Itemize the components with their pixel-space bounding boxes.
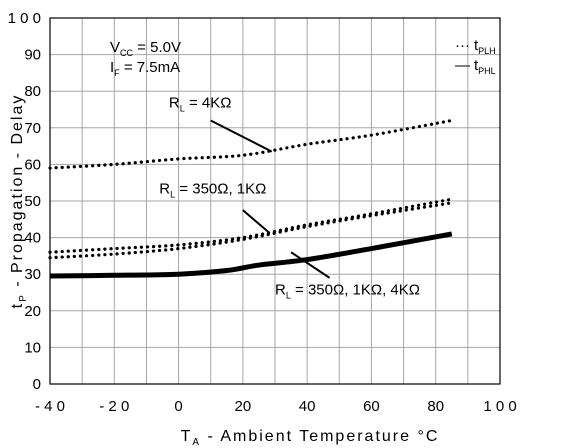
y-tick-label: 50 xyxy=(24,193,41,210)
series-annotation-label: RL = 350Ω, 1KΩ xyxy=(159,181,266,200)
legend: ··· tPLH— tPHL xyxy=(455,37,496,76)
tplh-series-line xyxy=(48,197,454,254)
annotation-leader-line xyxy=(210,119,273,153)
y-tick-label: 20 xyxy=(24,303,41,320)
annotation-leader-line xyxy=(242,209,270,233)
condition-label: IF = 7.5mA xyxy=(110,59,180,78)
y-tick-label: 90 xyxy=(24,47,41,64)
x-axis-label: TA - Ambient Temperature °C xyxy=(181,428,440,448)
plot-frame xyxy=(49,17,501,385)
x-tick-label: 80 xyxy=(427,398,444,415)
y-tick-label: 70 xyxy=(24,120,41,137)
x-tick-label: - 4 0 xyxy=(35,398,65,415)
series-annotation-label: RL = 4KΩ xyxy=(169,95,232,114)
legend-label: tPHL xyxy=(474,57,496,76)
x-tick-label: 0 xyxy=(174,398,182,415)
tick-labels: - 4 0 - 2 0 0 20 40 60 80 1 0 0 0 10 20 30 40 50 60 70 8… xyxy=(8,10,517,415)
x-tick-label: 60 xyxy=(363,398,380,415)
condition-label: VCC = 5.0V xyxy=(110,39,181,58)
y-tick-label: 80 xyxy=(24,83,41,100)
grid-lines xyxy=(50,18,500,384)
x-tick-label: 40 xyxy=(299,398,316,415)
legend-symbol: ··· xyxy=(455,37,470,54)
annotation-leader-line xyxy=(290,251,331,279)
y-tick-label: 0 xyxy=(33,376,41,393)
x-tick-label: 20 xyxy=(235,398,252,415)
series-annotation-label: RL = 350Ω, 1KΩ, 4KΩ xyxy=(275,281,420,300)
tphl-series-line xyxy=(49,231,453,279)
y-tick-label: 10 xyxy=(24,339,41,356)
tplh-series-line xyxy=(48,118,454,170)
y-tick-label: 60 xyxy=(24,156,41,173)
y-tick-label: 40 xyxy=(24,230,41,247)
y-tick-label: 1 0 0 xyxy=(8,10,41,27)
data-series xyxy=(48,118,454,279)
x-tick-label: 1 0 0 xyxy=(483,398,516,415)
y-axis-label: tP - Propagation - Delay xyxy=(9,94,29,309)
legend-label: tPLH xyxy=(474,37,496,56)
tplh-series-line xyxy=(48,201,454,260)
x-tick-label: - 2 0 xyxy=(99,398,129,415)
annotations: RL = 4KΩ RL = 350Ω, 1KΩ RL = 350Ω, 1KΩ, 4K… xyxy=(159,95,420,301)
legend-symbol: — xyxy=(455,57,470,74)
y-tick-label: 30 xyxy=(24,266,41,283)
